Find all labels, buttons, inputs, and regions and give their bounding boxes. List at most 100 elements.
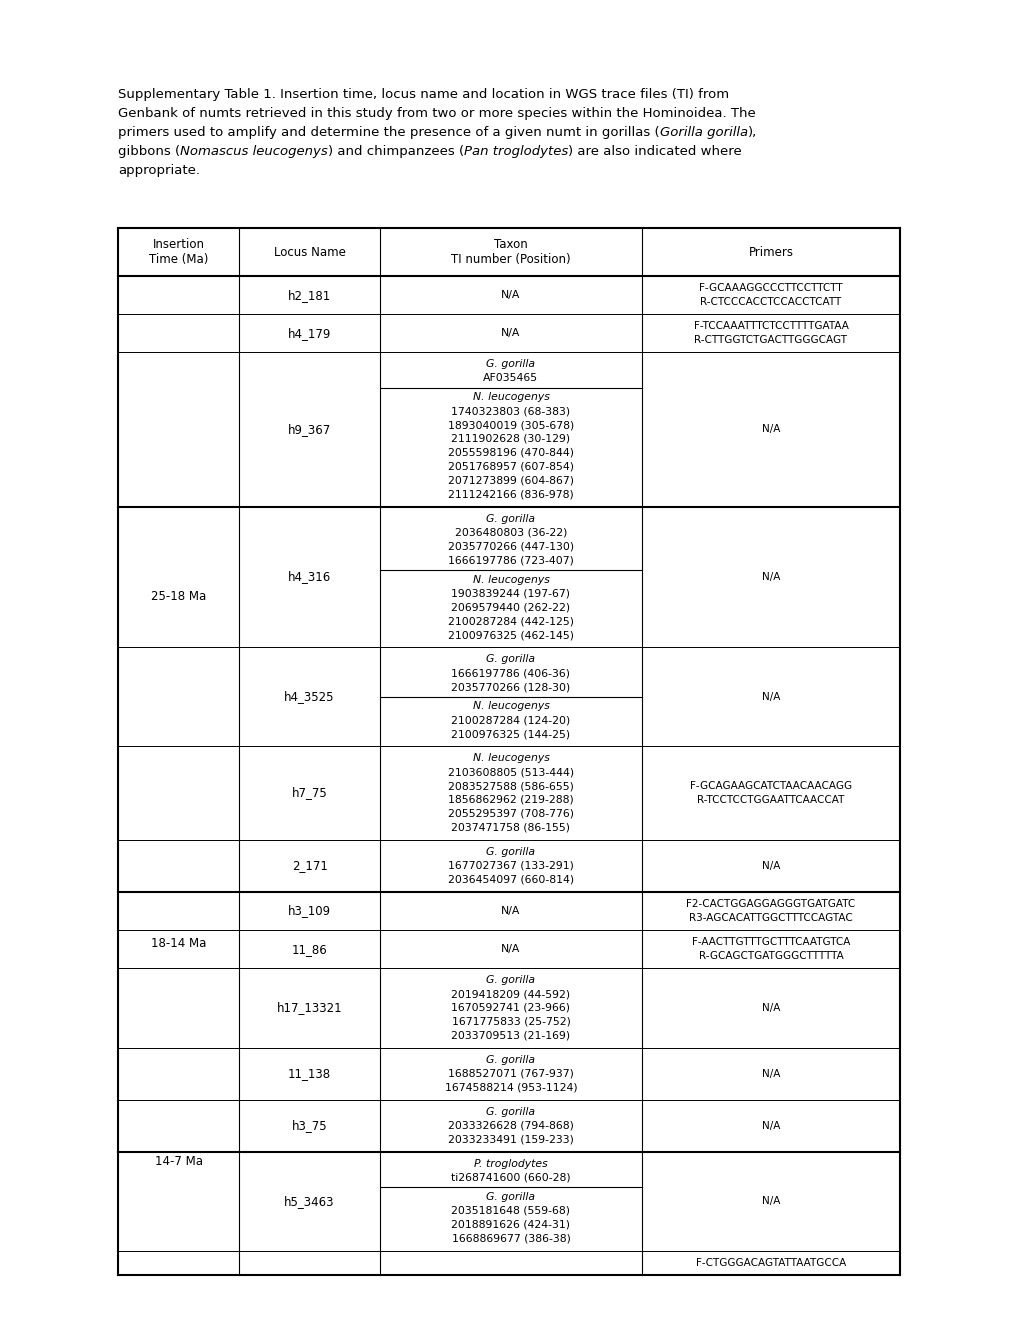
Text: 1671775833 (25-752): 1671775833 (25-752) bbox=[451, 1016, 570, 1027]
Text: N/A: N/A bbox=[500, 290, 520, 300]
Text: 2083527588 (586-655): 2083527588 (586-655) bbox=[447, 781, 574, 791]
Text: ) are also indicated where: ) are also indicated where bbox=[568, 145, 741, 158]
Text: h5_3463: h5_3463 bbox=[284, 1195, 334, 1208]
Text: 1688527071 (767-937): 1688527071 (767-937) bbox=[447, 1069, 574, 1078]
Text: h3_75: h3_75 bbox=[291, 1119, 327, 1133]
Text: 1856862962 (219-288): 1856862962 (219-288) bbox=[447, 795, 574, 805]
Text: 1740323803 (68-383): 1740323803 (68-383) bbox=[451, 407, 570, 416]
Text: Pan troglodytes: Pan troglodytes bbox=[464, 145, 568, 158]
Text: N. leucogenys: N. leucogenys bbox=[472, 701, 549, 711]
Text: N/A: N/A bbox=[500, 944, 520, 954]
Text: AF035465: AF035465 bbox=[483, 374, 538, 383]
Text: h7_75: h7_75 bbox=[291, 787, 327, 800]
Text: G. gorilla: G. gorilla bbox=[486, 1192, 535, 1203]
Text: h4_316: h4_316 bbox=[287, 570, 331, 583]
Text: 2100287284 (124-20): 2100287284 (124-20) bbox=[450, 715, 570, 725]
Text: G. gorilla: G. gorilla bbox=[486, 1107, 535, 1117]
Text: primers used to amplify and determine the presence of a given numt in gorillas (: primers used to amplify and determine th… bbox=[118, 125, 659, 139]
Text: G. gorilla: G. gorilla bbox=[486, 359, 535, 370]
Text: F-AACTTGTTTGCTTTCAATGTCA: F-AACTTGTTTGCTTTCAATGTCA bbox=[691, 937, 849, 946]
Text: h3_109: h3_109 bbox=[287, 904, 331, 917]
Text: 2018891626 (424-31): 2018891626 (424-31) bbox=[451, 1220, 570, 1230]
Text: N/A: N/A bbox=[761, 1003, 780, 1012]
Text: N/A: N/A bbox=[761, 1121, 780, 1131]
Text: N/A: N/A bbox=[761, 861, 780, 871]
Text: R-CTCCCACCTCCACCTCATT: R-CTCCCACCTCCACCTCATT bbox=[700, 297, 841, 308]
Text: N/A: N/A bbox=[761, 1196, 780, 1206]
Text: 2035770266 (447-130): 2035770266 (447-130) bbox=[447, 541, 574, 552]
Text: 2035181648 (559-68): 2035181648 (559-68) bbox=[451, 1206, 570, 1216]
Text: 14-7 Ma: 14-7 Ma bbox=[155, 1155, 203, 1168]
Text: 2111902628 (30-129): 2111902628 (30-129) bbox=[451, 434, 570, 444]
Text: h2_181: h2_181 bbox=[287, 289, 331, 301]
Text: Insertion
Time (Ma): Insertion Time (Ma) bbox=[149, 238, 208, 267]
Text: 2035770266 (128-30): 2035770266 (128-30) bbox=[450, 682, 570, 692]
Text: 2055598196 (470-844): 2055598196 (470-844) bbox=[447, 447, 574, 458]
Text: 1670592741 (23-966): 1670592741 (23-966) bbox=[451, 1003, 570, 1012]
Text: G. gorilla: G. gorilla bbox=[486, 655, 535, 664]
Text: 18-14 Ma: 18-14 Ma bbox=[151, 937, 206, 950]
Text: h17_13321: h17_13321 bbox=[276, 1002, 342, 1015]
Text: N. leucogenys: N. leucogenys bbox=[472, 392, 549, 403]
Text: N/A: N/A bbox=[761, 692, 780, 702]
Text: 2051768957 (607-854): 2051768957 (607-854) bbox=[447, 462, 574, 471]
Text: 1674588214 (953-1124): 1674588214 (953-1124) bbox=[444, 1082, 577, 1093]
Text: F-CTGGGACAGTATTAATGCCA: F-CTGGGACAGTATTAATGCCA bbox=[695, 1258, 846, 1269]
Text: F2-CACTGGAGGAGGGTGATGATC: F2-CACTGGAGGAGGGTGATGATC bbox=[686, 899, 855, 909]
Text: R3-AGCACATTGGCTTTCCAGTAC: R3-AGCACATTGGCTTTCCAGTAC bbox=[689, 913, 852, 923]
Text: N. leucogenys: N. leucogenys bbox=[472, 754, 549, 763]
Text: 2071273899 (604-867): 2071273899 (604-867) bbox=[447, 475, 574, 486]
Text: N. leucogenys: N. leucogenys bbox=[472, 574, 549, 585]
Text: Nomascus leucogenys: Nomascus leucogenys bbox=[180, 145, 327, 158]
Text: gibbons (: gibbons ( bbox=[118, 145, 180, 158]
Text: 2100287284 (442-125): 2100287284 (442-125) bbox=[447, 616, 574, 626]
Text: N/A: N/A bbox=[761, 425, 780, 434]
Text: Genbank of numts retrieved in this study from two or more species within the Hom: Genbank of numts retrieved in this study… bbox=[118, 107, 755, 120]
Text: 1668869677 (386-38): 1668869677 (386-38) bbox=[451, 1234, 570, 1243]
Text: Taxon
TI number (Position): Taxon TI number (Position) bbox=[450, 238, 571, 267]
Text: h4_179: h4_179 bbox=[287, 326, 331, 339]
Text: 1666197786 (723-407): 1666197786 (723-407) bbox=[447, 556, 574, 565]
Text: 2019418209 (44-592): 2019418209 (44-592) bbox=[451, 989, 570, 999]
Text: N/A: N/A bbox=[500, 329, 520, 338]
Text: h9_367: h9_367 bbox=[287, 422, 331, 436]
Text: 2069579440 (262-22): 2069579440 (262-22) bbox=[451, 602, 570, 612]
Text: Primers: Primers bbox=[748, 246, 793, 259]
Text: 25-18 Ma: 25-18 Ma bbox=[151, 590, 206, 602]
Text: 2033233491 (159-233): 2033233491 (159-233) bbox=[447, 1135, 574, 1144]
Text: N/A: N/A bbox=[761, 572, 780, 582]
Text: 2055295397 (708-776): 2055295397 (708-776) bbox=[447, 809, 574, 818]
Text: 11_138: 11_138 bbox=[287, 1068, 331, 1080]
Text: Locus Name: Locus Name bbox=[273, 246, 345, 259]
Text: R-CTTGGTCTGACTTGGGCAGT: R-CTTGGTCTGACTTGGGCAGT bbox=[694, 335, 847, 345]
Text: 2103608805 (513-444): 2103608805 (513-444) bbox=[447, 767, 574, 777]
Text: h4_3525: h4_3525 bbox=[284, 690, 334, 704]
Text: 1677027367 (133-291): 1677027367 (133-291) bbox=[447, 861, 574, 871]
Text: P. troglodytes: P. troglodytes bbox=[474, 1159, 547, 1170]
Text: N/A: N/A bbox=[761, 1069, 780, 1078]
Text: appropriate.: appropriate. bbox=[118, 164, 200, 177]
Text: 2111242166 (836-978): 2111242166 (836-978) bbox=[447, 490, 574, 499]
Text: R-GCAGCTGATGGGCTTTTTA: R-GCAGCTGATGGGCTTTTTA bbox=[698, 950, 843, 961]
Text: ti268741600 (660-28): ti268741600 (660-28) bbox=[450, 1173, 571, 1183]
Text: 2033326628 (794-868): 2033326628 (794-868) bbox=[447, 1121, 574, 1131]
Text: 1903839244 (197-67): 1903839244 (197-67) bbox=[451, 589, 570, 598]
Text: 2036454097 (660-814): 2036454097 (660-814) bbox=[447, 875, 574, 884]
Text: F-GCAGAAGCATCTAACAACAGG: F-GCAGAAGCATCTAACAACAGG bbox=[689, 781, 851, 791]
Text: 11_86: 11_86 bbox=[291, 942, 327, 956]
Text: Supplementary Table 1. Insertion time, locus name and location in WGS trace file: Supplementary Table 1. Insertion time, l… bbox=[118, 88, 729, 102]
Text: 1893040019 (305-678): 1893040019 (305-678) bbox=[447, 420, 574, 430]
Text: G. gorilla: G. gorilla bbox=[486, 513, 535, 524]
Text: 2036480803 (36-22): 2036480803 (36-22) bbox=[454, 528, 567, 537]
Text: F-GCAAAGGCCCTTCCTTCTT: F-GCAAAGGCCCTTCCTTCTT bbox=[698, 282, 842, 293]
Text: R-TCCTCCTGGAATTCAACCAT: R-TCCTCCTGGAATTCAACCAT bbox=[697, 795, 844, 805]
Text: ) and chimpanzees (: ) and chimpanzees ( bbox=[327, 145, 464, 158]
Text: 2100976325 (462-145): 2100976325 (462-145) bbox=[447, 630, 574, 640]
Text: Gorilla gorilla: Gorilla gorilla bbox=[659, 125, 747, 139]
Text: G. gorilla: G. gorilla bbox=[486, 975, 535, 985]
Text: G. gorilla: G. gorilla bbox=[486, 847, 535, 857]
Text: F-TCCAAATTTCTCCTTTTGATAA: F-TCCAAATTTCTCCTTTTGATAA bbox=[693, 321, 848, 331]
Text: 1666197786 (406-36): 1666197786 (406-36) bbox=[451, 668, 570, 678]
Text: 2100976325 (144-25): 2100976325 (144-25) bbox=[451, 729, 570, 739]
Text: G. gorilla: G. gorilla bbox=[486, 1055, 535, 1065]
